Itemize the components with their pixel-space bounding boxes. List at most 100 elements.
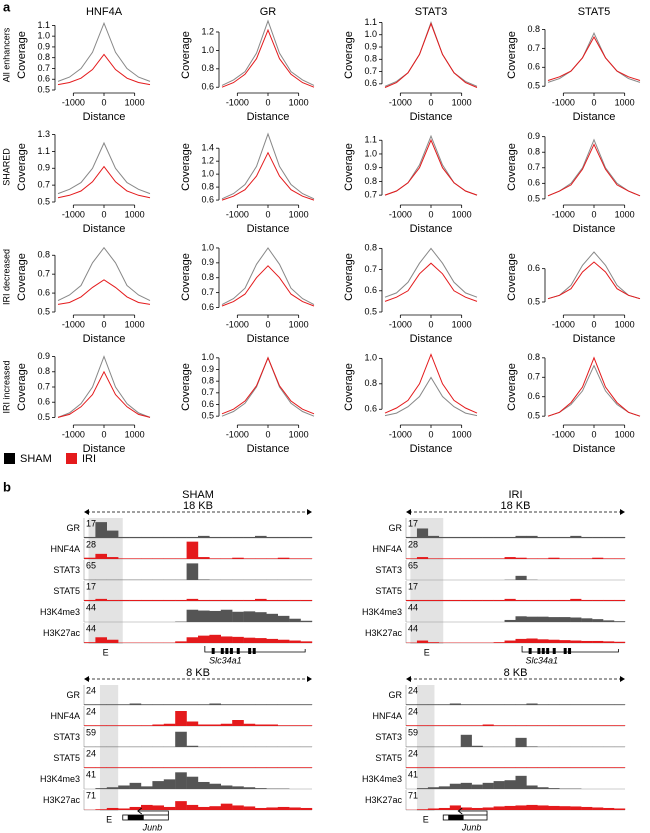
- signal-bin: [84, 599, 96, 601]
- track-name: STAT5: [375, 753, 402, 763]
- signal-bin: [129, 782, 142, 789]
- signal-bin: [592, 807, 604, 810]
- x-tick-label: -1000: [552, 209, 575, 219]
- x-tick-label: 1000: [452, 209, 472, 219]
- signal-bin: [460, 767, 472, 768]
- signal-bin: [548, 617, 560, 622]
- signal-bin: [603, 641, 615, 643]
- y-axis-title: Coverage: [343, 143, 355, 191]
- signal-bin: [570, 535, 582, 538]
- signal-bin: [570, 558, 582, 559]
- signal-bin: [84, 536, 96, 538]
- y-tick-label: 0.6: [527, 62, 540, 72]
- signal-bin: [186, 637, 199, 643]
- track-scale: 24: [86, 685, 96, 695]
- signal-bin: [277, 536, 290, 538]
- signal-bin: [84, 767, 96, 768]
- signal-bin: [614, 704, 626, 705]
- y-tick-label: 1.4: [201, 143, 214, 153]
- series-line: [221, 356, 315, 415]
- track-scale: 17: [408, 518, 418, 528]
- x-axis-title: Distance: [410, 223, 453, 235]
- signal-bin: [537, 599, 549, 601]
- signal-bin: [255, 598, 267, 601]
- y-tick-label: 0.9: [37, 41, 50, 51]
- signal-bin: [186, 804, 199, 810]
- track-scale: 24: [86, 706, 96, 716]
- locus-title: IRI: [508, 489, 522, 501]
- x-axis-title: Distance: [83, 111, 126, 123]
- signal-bin: [163, 806, 176, 810]
- track-scale: 24: [408, 748, 418, 758]
- y-tick-label: 1.1: [364, 17, 377, 27]
- signal-bin: [186, 745, 199, 747]
- enhancer-highlight: [99, 685, 119, 811]
- x-tick-label: 0: [265, 319, 270, 329]
- x-tick-label: -1000: [389, 209, 412, 219]
- y-tick-label: 1.0: [201, 169, 214, 179]
- y-tick-label: 0.6: [201, 302, 214, 312]
- signal-bin: [592, 557, 604, 559]
- signal-bin: [504, 767, 516, 768]
- y-tick-label: 1.0: [364, 29, 377, 39]
- signal-bin: [438, 558, 450, 559]
- signal-bin: [427, 725, 440, 726]
- y-tick-label: 0.5: [37, 84, 50, 94]
- signal-bin: [581, 640, 593, 643]
- y-tick-label: 1.0: [364, 148, 377, 158]
- track-name: STAT5: [53, 586, 80, 596]
- track-scale: 44: [408, 623, 418, 633]
- signal-bin: [504, 780, 516, 789]
- signal-bin: [537, 805, 549, 810]
- signal-bin: [493, 767, 505, 768]
- signal-bin: [186, 776, 199, 789]
- y-tick-label: 0.6: [37, 397, 50, 407]
- signal-bin: [175, 704, 187, 705]
- x-tick-label: 1000: [125, 209, 145, 219]
- signal-bin: [515, 557, 527, 559]
- track-name: HNF4A: [50, 544, 80, 554]
- x-axis-title: Distance: [573, 443, 616, 455]
- signal-bin: [95, 522, 107, 538]
- track-name: H3K27ac: [43, 628, 81, 638]
- panel-label: a: [3, 0, 11, 14]
- signal-bin: [614, 641, 626, 643]
- signal-bin: [141, 536, 153, 538]
- y-tick-label: 0.8: [37, 250, 50, 260]
- signal-bin: [232, 786, 244, 789]
- signal-bin: [209, 558, 221, 559]
- signal-bin: [406, 767, 418, 768]
- tss-arrow: [137, 807, 169, 815]
- y-tick-label: 0.5: [364, 306, 377, 316]
- span-label-bg: [497, 501, 534, 510]
- x-tick-label: 1000: [615, 429, 635, 439]
- signal-bin: [243, 599, 256, 601]
- signal-bin: [515, 725, 527, 726]
- enhancer-label: E: [106, 814, 112, 824]
- signal-bin: [548, 788, 560, 789]
- signal-bin: [559, 617, 571, 622]
- y-tick-label: 1.1: [37, 20, 50, 30]
- signal-bin: [209, 536, 221, 538]
- signal-bin: [289, 767, 301, 768]
- track-scale: 17: [86, 518, 96, 528]
- signal-bin: [493, 558, 505, 559]
- signal-bin: [84, 642, 96, 643]
- signal-bin: [570, 704, 582, 705]
- signal-bin: [175, 599, 187, 601]
- signal-bin: [289, 704, 301, 705]
- y-axis-title: Coverage: [506, 31, 518, 79]
- signal-bin: [427, 704, 440, 705]
- series-line: [221, 151, 315, 201]
- series-line: [221, 265, 315, 307]
- signal-bin: [186, 536, 199, 538]
- signal-bin: [548, 805, 560, 810]
- signal-bin: [209, 599, 221, 601]
- span-label: 8 KB: [186, 667, 210, 679]
- signal-bin: [581, 806, 593, 810]
- y-axis-title: Coverage: [180, 363, 192, 411]
- x-tick-label: -1000: [62, 209, 85, 219]
- signal-bin: [537, 767, 549, 768]
- y-tick-label: 0.5: [527, 193, 540, 203]
- signal-bin: [232, 704, 244, 705]
